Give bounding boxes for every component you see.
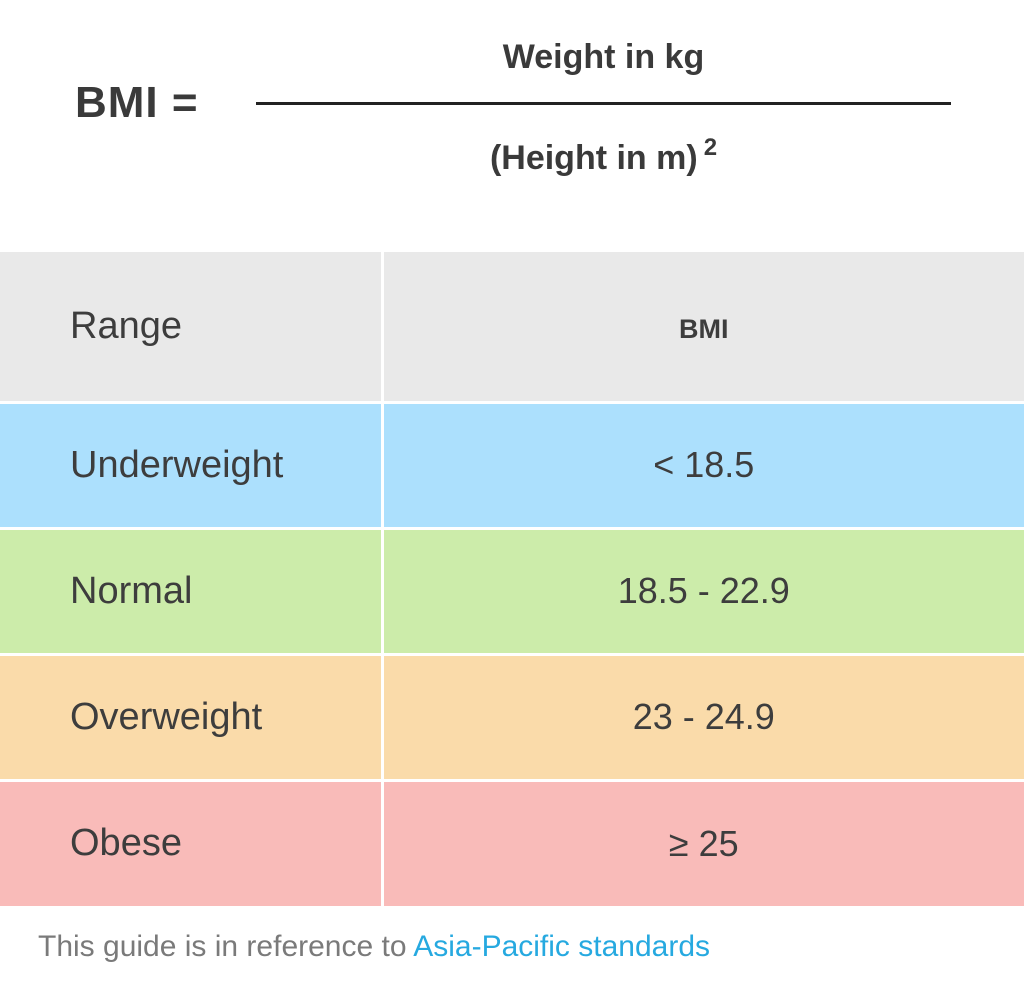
formula-lhs: BMI = xyxy=(75,78,199,127)
table-header-row: Range BMI xyxy=(0,252,1024,404)
asia-pacific-standards-link[interactable]: Asia-Pacific standards xyxy=(413,930,711,963)
formula-denominator-text: (Height in m) xyxy=(489,139,698,177)
bmi-formula: BMI = Weight in kg (Height in m) 2 xyxy=(0,0,1024,252)
table-row-normal: Normal 18.5 - 22.9 xyxy=(0,528,1024,656)
bmi-overweight: 23 - 24.9 xyxy=(382,654,1024,782)
table-row-obese: Obese ≥ 25 xyxy=(0,780,1024,906)
footnote-text: This guide is in reference to xyxy=(38,930,414,963)
bmi-obese: ≥ 25 xyxy=(382,780,1024,906)
range-overweight: Overweight xyxy=(0,654,384,782)
fraction-bar xyxy=(256,102,951,105)
table-row-underweight: Underweight < 18.5 xyxy=(0,402,1024,530)
formula-exponent: 2 xyxy=(703,134,718,161)
range-normal: Normal xyxy=(0,528,384,656)
bmi-normal: 18.5 - 22.9 xyxy=(382,528,1024,656)
bmi-table: Range BMI Underweight < 18.5 Normal 18.5… xyxy=(0,252,1024,906)
bmi-underweight: < 18.5 xyxy=(382,402,1024,530)
formula-denominator: (Height in m) 2 xyxy=(256,134,951,178)
range-underweight: Underweight xyxy=(0,402,384,530)
header-bmi: BMI xyxy=(382,252,1024,404)
formula-numerator: Weight in kg xyxy=(502,38,705,76)
range-obese: Obese xyxy=(0,780,384,906)
footnote: This guide is in reference to Asia-Pacif… xyxy=(38,930,710,964)
header-range: Range xyxy=(0,252,384,404)
table-row-overweight: Overweight 23 - 24.9 xyxy=(0,654,1024,782)
